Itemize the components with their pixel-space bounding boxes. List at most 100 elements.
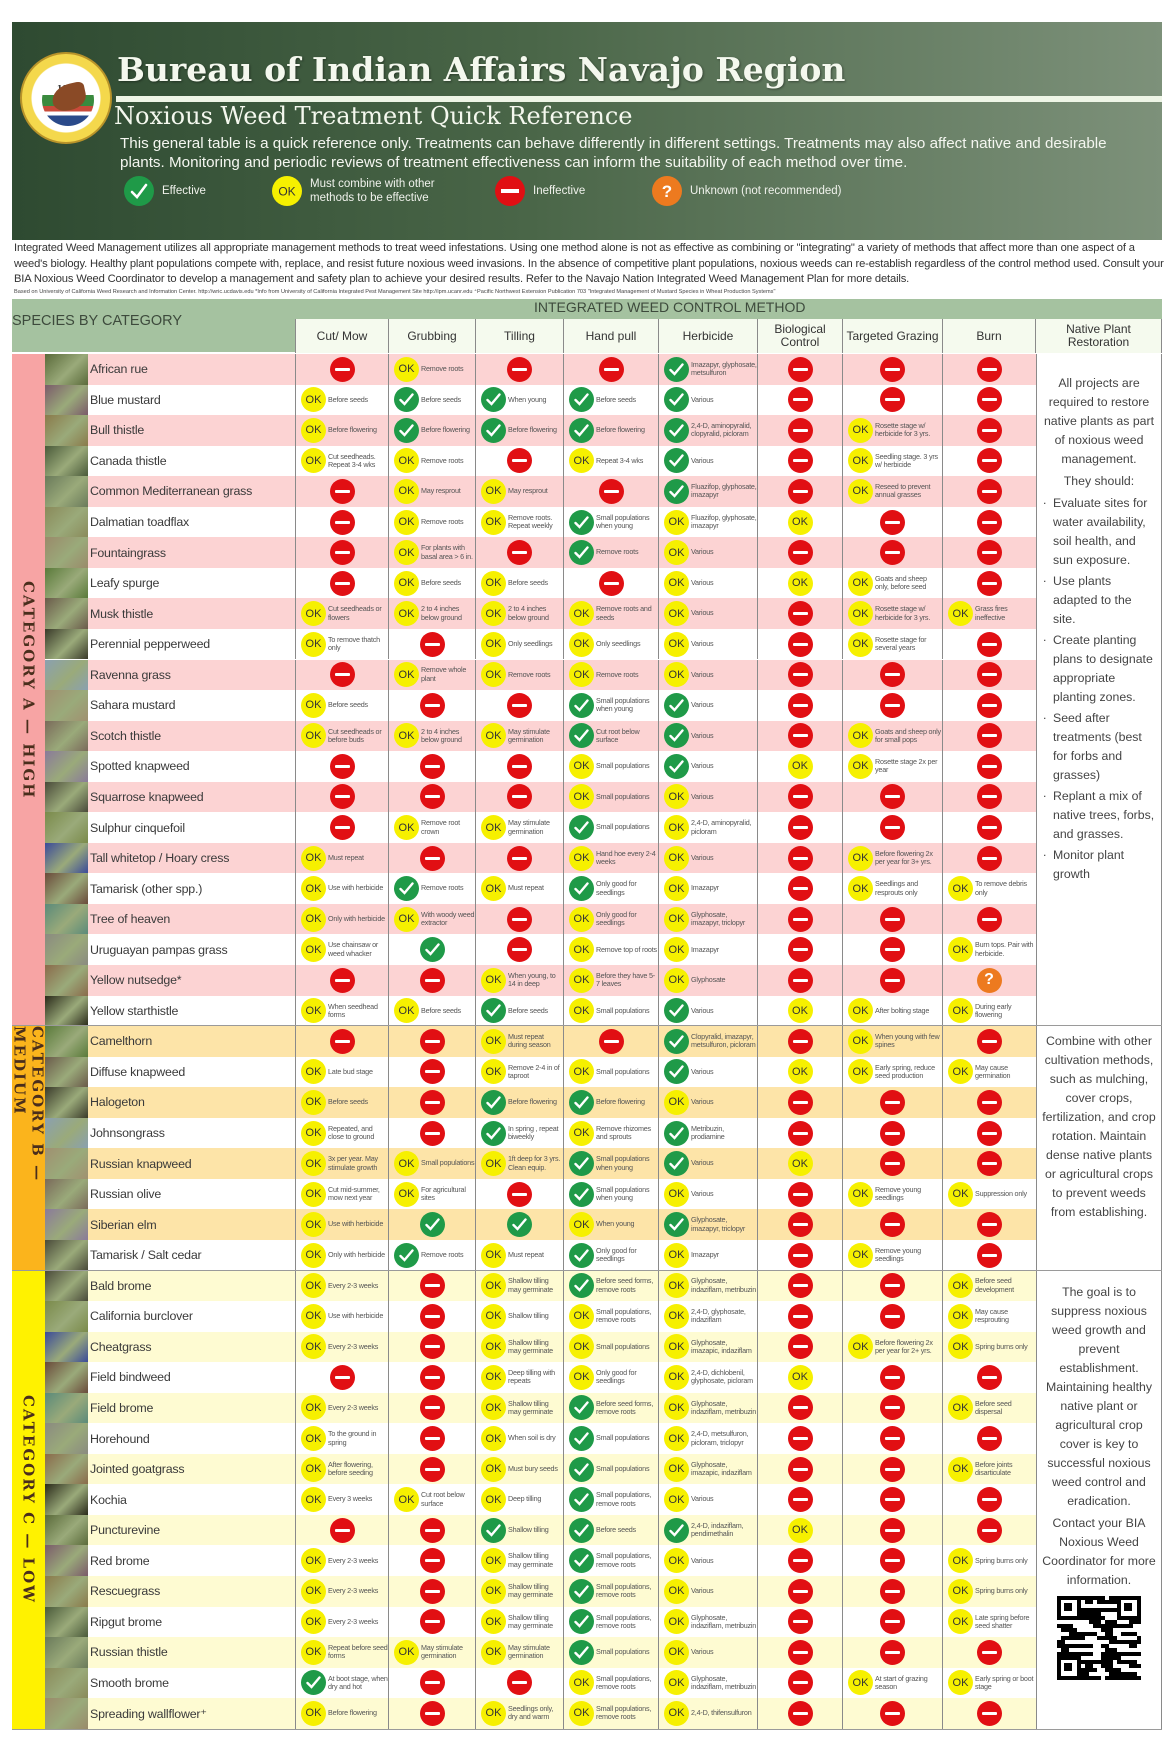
treatment-cell-tilling: Before seeds xyxy=(475,995,563,1027)
legend-item-ineffective: Ineffective xyxy=(495,174,585,208)
ok-circle-icon: OK xyxy=(848,417,873,443)
ok-circle-icon: OK xyxy=(301,1303,326,1329)
ok-circle-icon: OK xyxy=(301,1151,326,1177)
treatment-cell-cut-mow xyxy=(295,751,388,782)
species-photo xyxy=(45,1545,88,1576)
check-circle-icon xyxy=(569,1242,594,1268)
ok-circle-icon: OK xyxy=(569,937,594,963)
minus-circle-icon xyxy=(329,478,355,504)
table-row: Kochia OK Every 3 weeks OK Cut root below su… xyxy=(12,1484,1036,1515)
treatment-cell-herbicide: OK Glyphosate, indaziflam, metribuzin xyxy=(658,1392,757,1424)
treatment-cell-biological-control: OK xyxy=(757,751,842,782)
treatment-note: Various xyxy=(691,791,714,801)
treatment-cell-biological-control: OK xyxy=(757,1148,842,1179)
species-name: Bull thistle xyxy=(90,423,145,438)
minus-circle-icon xyxy=(507,845,532,871)
treatment-cell-hand-pull: OK Small populations xyxy=(563,751,658,782)
treatment-note: Small populations, remove roots xyxy=(596,1704,652,1722)
minus-circle-icon xyxy=(880,1548,905,1574)
minus-circle-icon xyxy=(787,1426,813,1451)
minus-circle-icon xyxy=(787,601,813,627)
treatment-cell-burn xyxy=(942,354,1035,385)
ok-circle-icon: OK xyxy=(301,876,326,902)
table-row: Musk thistle OK Cut seedheads or flowers OK… xyxy=(12,598,1036,629)
treatment-cell-grubbing: OK With woody weed extractor xyxy=(388,903,475,935)
category-label-b-medium: CATEGORY B — MEDIUM xyxy=(11,1026,47,1271)
treatment-note: Shallow tilling xyxy=(508,1311,549,1321)
treatment-cell-biological-control xyxy=(757,384,842,416)
ok-circle-icon: OK xyxy=(301,1334,326,1360)
species-photo xyxy=(45,1056,88,1088)
species-name: Ripgut brome xyxy=(90,1614,162,1629)
species-name: Fountaingrass xyxy=(90,545,166,560)
minus-circle-icon xyxy=(787,1212,813,1238)
minus-circle-icon xyxy=(419,1548,445,1574)
treatment-cell-grubbing xyxy=(388,690,475,721)
minus-circle-icon xyxy=(787,784,813,810)
treatment-cell-targeted-grazing xyxy=(842,965,942,996)
minus-circle-icon xyxy=(880,540,905,566)
treatment-cell-hand-pull: OK Remove rhizomes and sprouts xyxy=(563,1117,658,1149)
treatment-cell-herbicide: Glyphosate, imazapyr, triclopyr xyxy=(658,1209,757,1240)
treatment-note: 2,4-D, aminopyralid, clopyralid, piclora… xyxy=(691,421,752,439)
treatment-cell-cut-mow: OK Every 2-3 weeks xyxy=(295,1270,388,1301)
minus-circle-icon xyxy=(880,1517,905,1543)
ok-circle-icon: OK xyxy=(664,1334,689,1360)
treatment-cell-grubbing: Before seeds xyxy=(388,384,475,416)
treatment-note: Before flowering 2x per year for 2+ yrs. xyxy=(875,1337,933,1355)
treatment-cell-burn: OK Spring burns only xyxy=(942,1576,1035,1607)
ok-circle-icon: OK xyxy=(848,570,873,596)
treatment-note: May stimulate germination xyxy=(421,1643,463,1661)
treatment-note: Various xyxy=(691,608,714,618)
treatment-note: Before flowering xyxy=(328,1708,377,1718)
ok-circle-icon: OK xyxy=(948,1273,973,1299)
ok-circle-icon: OK xyxy=(394,1639,419,1665)
minus-circle-icon xyxy=(880,1120,905,1146)
species-photo xyxy=(45,506,88,538)
treatment-cell-burn xyxy=(942,903,1035,935)
intro-paragraph: Integrated Weed Management utilizes all … xyxy=(14,242,1164,285)
treatment-note: Glyphosate, indaziflam, metribuzin xyxy=(691,1673,757,1691)
treatment-cell-biological-control xyxy=(757,1239,842,1271)
ok-circle-icon: OK xyxy=(481,967,506,993)
treatment-cell-grubbing xyxy=(388,1667,475,1699)
treatment-cell-cut-mow: OK Before seeds xyxy=(295,690,388,721)
ok-circle-icon: OK xyxy=(301,1426,326,1451)
treatment-note: Cut root below surface xyxy=(596,726,640,744)
treatment-cell-cut-mow: OK Late bud stage xyxy=(295,1056,388,1088)
species-photo xyxy=(45,1331,88,1363)
treatment-cell-grubbing xyxy=(388,1362,475,1393)
minus-circle-icon xyxy=(507,692,532,718)
treatment-cell-biological-control xyxy=(757,1087,842,1118)
minus-circle-icon xyxy=(787,448,813,474)
treatment-cell-hand-pull: OK Small populations xyxy=(563,781,658,813)
ok-circle-icon: OK xyxy=(394,601,419,627)
treatment-cell-burn: OK Late spring before seed shatter xyxy=(942,1606,1035,1638)
ok-circle-icon: OK xyxy=(481,662,506,688)
minus-circle-icon xyxy=(419,1028,445,1054)
treatment-cell-cut-mow: OK Cut mid-summer, mow next year xyxy=(295,1178,388,1210)
ok-circle-icon: OK xyxy=(569,1364,594,1390)
treatment-cell-biological-control xyxy=(757,720,842,752)
minus-circle-icon xyxy=(976,509,1002,535)
page-subtitle: Noxious Weed Treatment Quick Reference xyxy=(114,102,633,130)
treatment-note: Grass fires ineffective xyxy=(975,604,1008,622)
treatment-cell-targeted-grazing: OK Rosette stage w/ herbicide for 3 yrs. xyxy=(842,598,942,629)
treatment-cell-herbicide: OK Glyphosate, imazapic, indaziflam xyxy=(658,1331,757,1363)
check-circle-icon xyxy=(569,1517,594,1543)
ok-circle-icon: OK xyxy=(569,1059,594,1085)
table-row: Sahara mustard OK Before seeds Small popula… xyxy=(12,690,1036,721)
ok-circle-icon: OK xyxy=(569,845,594,871)
treatment-note: Shallow tilling may germinate xyxy=(508,1581,553,1600)
species-photo xyxy=(45,1484,88,1515)
treatment-cell-burn xyxy=(942,1698,1035,1729)
treatment-cell-hand-pull: Before seed forms, remove roots xyxy=(563,1392,658,1424)
qr-code-icon[interactable] xyxy=(1057,1595,1141,1680)
treatment-cell-hand-pull xyxy=(563,476,658,507)
species-photo xyxy=(45,445,88,477)
table-row: Red brome OK Every 2-3 weeks OK Shallow till… xyxy=(12,1545,1036,1576)
treatment-note: Every 3 weeks xyxy=(328,1494,373,1504)
treatment-cell-tilling: OK 1ft deep for 3 yrs. Clean equip. xyxy=(475,1148,563,1179)
treatment-cell-burn xyxy=(942,1637,1035,1668)
treatment-cell-targeted-grazing: OK Rosette stage 2x per year xyxy=(842,751,942,782)
